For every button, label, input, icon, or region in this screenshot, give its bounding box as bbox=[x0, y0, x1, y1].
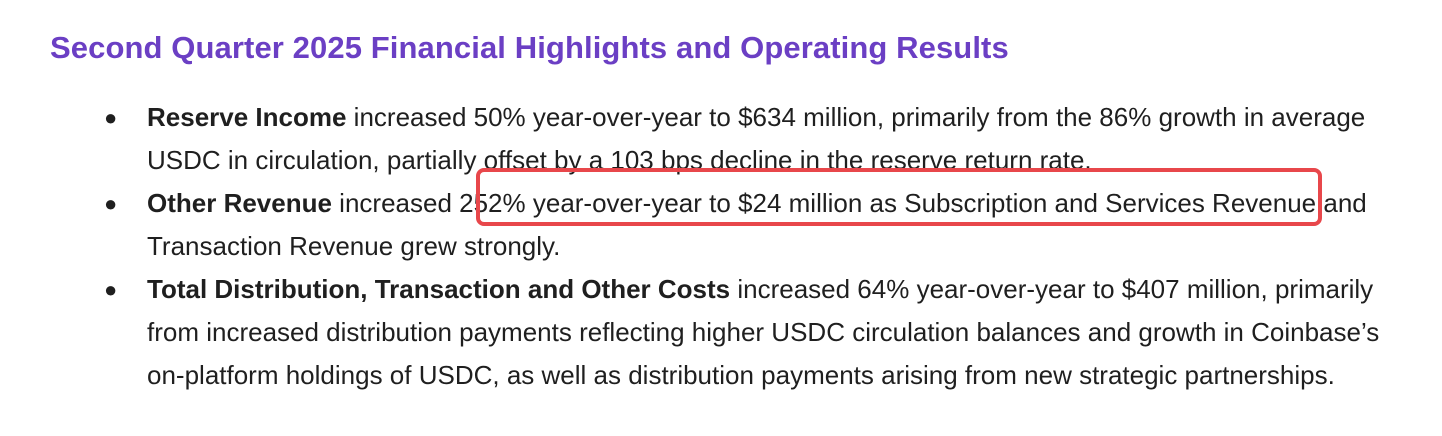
list-item-other-revenue: ● Other Revenue increased 252% year-over… bbox=[0, 182, 1442, 268]
item-title: Total Distribution, Transaction and Othe… bbox=[147, 274, 731, 304]
list-item-reserve-income: ● Reserve Income increased 50% year-over… bbox=[0, 96, 1442, 182]
section-heading: Second Quarter 2025 Financial Highlights… bbox=[50, 30, 1009, 65]
item-title: Reserve Income bbox=[147, 102, 347, 132]
bullet-icon: ● bbox=[104, 105, 118, 130]
item-title: Other Revenue bbox=[147, 188, 332, 218]
item-text: increased 252% year-over-year to $24 mil… bbox=[147, 188, 1367, 261]
bullet-icon: ● bbox=[104, 277, 118, 302]
highlights-list: ● Reserve Income increased 50% year-over… bbox=[0, 96, 1442, 397]
item-text: increased 64% year-over-year to $407 mil… bbox=[147, 274, 1380, 390]
item-text: increased 50% year-over-year to $634 mil… bbox=[147, 102, 1366, 175]
list-item-total-costs: ● Total Distribution, Transaction and Ot… bbox=[0, 268, 1442, 397]
bullet-icon: ● bbox=[104, 191, 118, 216]
